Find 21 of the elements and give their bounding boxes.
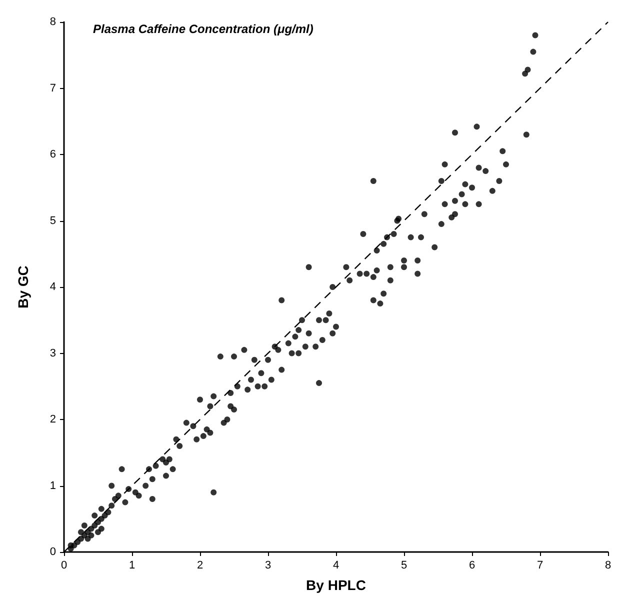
x-tick-label: 3 — [264, 560, 272, 572]
y-tick-label: 0 — [50, 546, 56, 558]
y-tick-label: 8 — [50, 16, 56, 28]
y-axis-title: By GC — [15, 266, 31, 308]
x-axis-title: By HPLC — [306, 577, 366, 593]
x-tick-label: 0 — [60, 560, 68, 572]
y-tick-label: 3 — [50, 347, 56, 360]
y-tick-label: 6 — [50, 148, 56, 160]
y-tick-label: 4 — [50, 281, 56, 293]
chart-title: Plasma Caffeine Concentration (μg/ml) — [93, 22, 314, 36]
x-tick-label: 1 — [128, 560, 136, 572]
x-tick-label: 6 — [468, 560, 476, 572]
x-tick-label: 7 — [536, 560, 544, 572]
x-tick-label: 2 — [196, 560, 204, 572]
y-tick-label: 5 — [50, 214, 56, 227]
y-tick-label: 1 — [50, 480, 56, 492]
y-tick-label: 2 — [50, 414, 56, 426]
x-tick-label: 8 — [604, 560, 612, 572]
y-tick-label: 7 — [50, 82, 56, 94]
x-tick-label: 4 — [332, 560, 340, 572]
x-tick-label: 5 — [400, 560, 408, 572]
